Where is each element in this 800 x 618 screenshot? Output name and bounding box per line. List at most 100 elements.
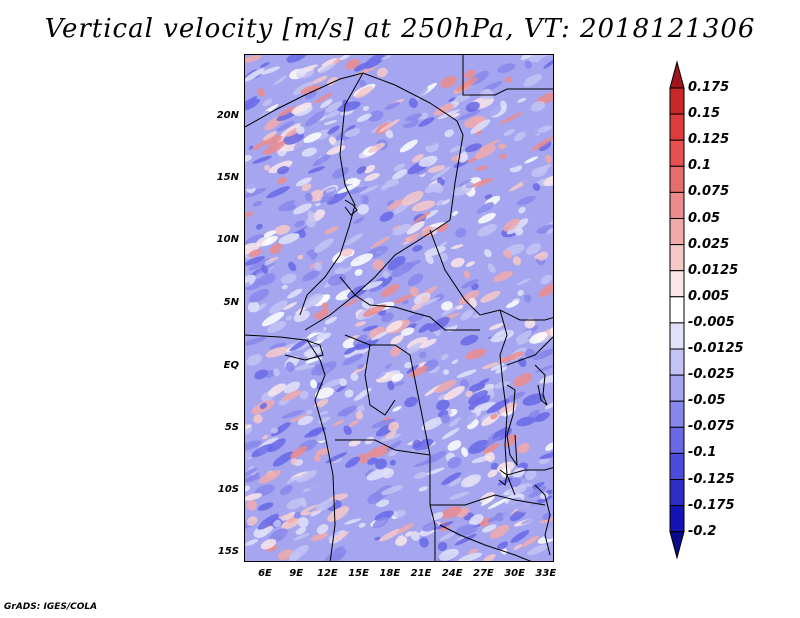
field-blob xyxy=(399,139,418,153)
field-blob xyxy=(319,410,329,416)
lon-tick-label: 12E xyxy=(317,568,338,579)
field-blob xyxy=(490,462,499,470)
field-blob xyxy=(409,286,419,297)
field-blob xyxy=(549,327,553,339)
field-blob xyxy=(517,97,527,103)
field-blob xyxy=(298,229,306,238)
field-blob xyxy=(454,533,477,546)
field-blob xyxy=(316,524,329,535)
field-blob xyxy=(461,447,468,458)
field-blob xyxy=(273,519,282,528)
field-blob xyxy=(285,361,295,372)
field-blob xyxy=(301,147,317,157)
field-blob xyxy=(512,467,526,478)
field-blob xyxy=(364,164,376,174)
field-blob xyxy=(360,194,369,205)
colorbar-label: 0.075 xyxy=(688,184,730,200)
field-blob xyxy=(333,531,349,542)
field-blob xyxy=(366,467,391,481)
field-blob xyxy=(278,106,296,117)
field-blob xyxy=(313,65,323,70)
field-blob xyxy=(358,522,366,528)
field-blob xyxy=(249,82,270,94)
field-blob xyxy=(281,516,302,530)
field-blob xyxy=(288,261,297,272)
field-blob xyxy=(325,188,336,193)
field-blob xyxy=(283,301,298,311)
field-blob xyxy=(543,57,553,69)
field-blob xyxy=(245,154,252,163)
field-blob xyxy=(411,200,436,212)
field-blob xyxy=(393,509,406,518)
field-blob xyxy=(400,269,418,277)
field-blob xyxy=(495,512,505,522)
field-blob xyxy=(245,450,258,461)
field-blob xyxy=(293,511,302,519)
field-blob xyxy=(451,185,473,196)
field-blob xyxy=(245,211,254,219)
field-blob xyxy=(295,68,307,78)
field-blob xyxy=(433,521,454,531)
field-blob xyxy=(499,402,518,414)
field-blob xyxy=(296,430,305,439)
lon-tick-label: 30E xyxy=(504,568,525,579)
field-blob xyxy=(456,305,464,310)
field-blob xyxy=(470,119,491,134)
field-blob xyxy=(380,184,390,191)
field-blob xyxy=(380,485,404,496)
field-blob xyxy=(308,358,332,366)
field-blob xyxy=(412,245,423,252)
field-blob xyxy=(482,553,496,561)
lat-tick-label: 5N xyxy=(223,297,239,308)
field-blob xyxy=(477,224,497,237)
field-blob xyxy=(274,224,291,235)
field-blob xyxy=(529,332,548,344)
field-blob xyxy=(404,396,418,408)
field-blob xyxy=(483,442,500,454)
field-blob xyxy=(490,329,515,343)
field-blob xyxy=(401,259,421,271)
field-blob xyxy=(500,386,510,394)
field-blob xyxy=(434,379,457,393)
field-blob xyxy=(443,64,454,69)
field-blob xyxy=(262,141,286,155)
field-blob xyxy=(484,451,495,462)
field-blob xyxy=(304,464,317,472)
field-blob xyxy=(503,218,520,232)
field-blob xyxy=(525,486,534,495)
field-blob xyxy=(297,415,314,426)
field-blob xyxy=(358,453,369,464)
field-blob xyxy=(259,62,270,68)
field-blob xyxy=(524,260,538,272)
field-blob xyxy=(465,261,475,267)
field-blob xyxy=(245,424,252,429)
field-blob xyxy=(487,497,510,510)
field-blob xyxy=(259,273,276,286)
field-blob xyxy=(316,498,336,511)
field-blob xyxy=(245,440,262,451)
field-blob xyxy=(463,270,471,279)
field-blob xyxy=(375,372,397,383)
colorbar-swatch xyxy=(669,270,685,298)
field-blob xyxy=(280,123,301,137)
field-blob xyxy=(528,409,540,418)
field-blob xyxy=(380,55,392,60)
field-blob xyxy=(406,224,425,234)
field-blob xyxy=(468,439,490,454)
field-blob xyxy=(337,101,361,112)
field-blob xyxy=(443,318,464,328)
field-blob xyxy=(505,300,520,308)
colorbar-label: -0.05 xyxy=(688,393,726,409)
field-blob xyxy=(267,383,286,397)
field-blob xyxy=(283,381,301,394)
field-blob xyxy=(524,469,537,480)
field-blob xyxy=(315,361,337,376)
field-blob xyxy=(524,156,539,164)
field-blob xyxy=(374,510,395,521)
field-blob xyxy=(464,69,476,79)
field-blob xyxy=(503,249,513,259)
field-blob xyxy=(544,154,553,164)
field-blob xyxy=(469,514,484,526)
field-blob xyxy=(458,290,480,305)
field-blob xyxy=(353,387,372,401)
